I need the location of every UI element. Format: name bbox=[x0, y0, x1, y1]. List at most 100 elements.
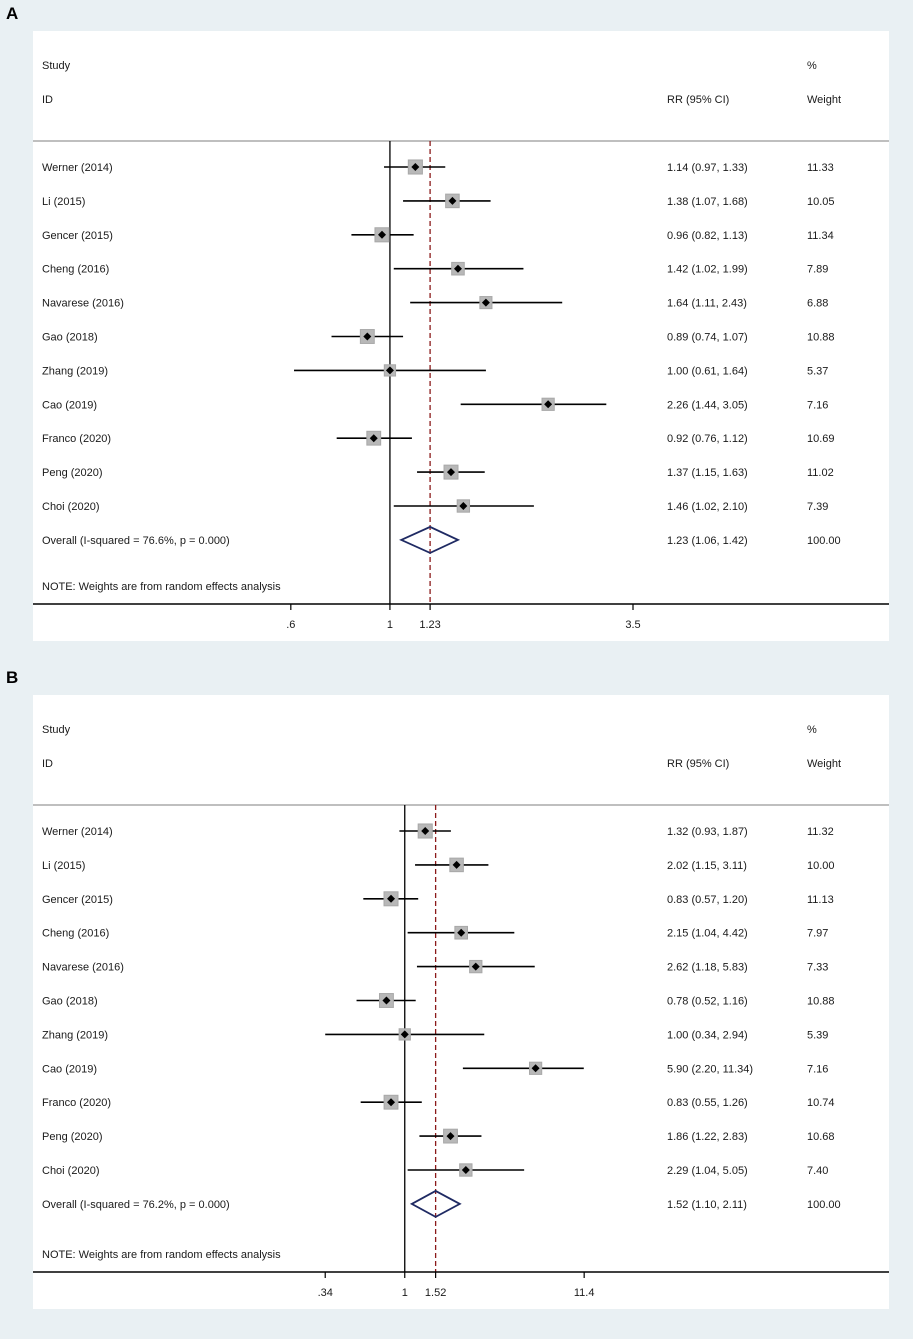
study-weight-text: 5.37 bbox=[807, 365, 828, 377]
study-ci-text: 1.32 (0.93, 1.87) bbox=[667, 826, 748, 838]
study-label: Li (2015) bbox=[42, 860, 85, 872]
overall-ci-text: 1.23 (1.06, 1.42) bbox=[667, 535, 748, 547]
header-weight: Weight bbox=[807, 758, 841, 770]
study-point-estimate bbox=[411, 163, 420, 171]
overall-label: Overall (I-squared = 76.6%, p = 0.000) bbox=[42, 535, 230, 547]
study-ci-text: 5.90 (2.20, 11.34) bbox=[667, 1063, 753, 1075]
study-ci-text: 1.64 (1.11, 2.43) bbox=[667, 298, 747, 310]
study-label: Franco (2020) bbox=[42, 1097, 111, 1109]
study-ci-text: 2.62 (1.18, 5.83) bbox=[667, 962, 748, 974]
study-label: Cao (2019) bbox=[42, 1063, 97, 1075]
study-ci-text: 2.29 (1.04, 5.05) bbox=[667, 1165, 748, 1177]
x-tick-label: .6 bbox=[286, 619, 295, 631]
study-ci-text: 1.38 (1.07, 1.68) bbox=[667, 196, 748, 208]
study-label: Franco (2020) bbox=[42, 433, 111, 445]
study-ci-text: 1.86 (1.22, 2.83) bbox=[667, 1131, 748, 1143]
study-weight-text: 7.16 bbox=[807, 399, 828, 411]
study-weight-text: 10.00 bbox=[807, 860, 835, 872]
study-label: Cao (2019) bbox=[42, 399, 97, 411]
forest-svg: Study ID RR (95% CI)% Weight Werner (2014) 1.… bbox=[33, 724, 889, 1299]
study-point-estimate bbox=[385, 366, 394, 375]
study-point-estimate bbox=[446, 1132, 455, 1141]
study-weight-text: 10.68 bbox=[807, 1131, 835, 1143]
overall-weight-text: 100.00 bbox=[807, 535, 841, 547]
study-point-estimate bbox=[447, 468, 456, 477]
study-point-estimate bbox=[400, 1030, 409, 1039]
study-weight-text: 11.32 bbox=[807, 826, 834, 838]
study-weight-text: 10.74 bbox=[807, 1097, 835, 1109]
note-text: NOTE: Weights are from random effects an… bbox=[42, 581, 281, 593]
study-point-estimate bbox=[459, 502, 468, 510]
study-ci-text: 2.02 (1.15, 3.11) bbox=[667, 860, 747, 872]
study-ci-text: 0.96 (0.82, 1.13) bbox=[667, 230, 748, 242]
x-tick-label: 11.4 bbox=[574, 1287, 595, 1299]
study-label: Navarese (2016) bbox=[42, 298, 124, 310]
study-weight-text: 11.33 bbox=[807, 162, 834, 174]
study-ci-text: 2.26 (1.44, 3.05) bbox=[667, 399, 748, 411]
panel-label-b: B bbox=[6, 668, 19, 687]
x-tick-label: 1.23 bbox=[419, 619, 440, 631]
study-point-estimate bbox=[544, 400, 553, 409]
forest-svg: Study ID RR (95% CI)% Weight Werner (2014) 1.… bbox=[33, 60, 889, 631]
study-point-estimate bbox=[471, 962, 480, 971]
study-ci-text: 1.46 (1.02, 2.10) bbox=[667, 501, 748, 513]
study-label: Zhang (2019) bbox=[42, 1029, 108, 1041]
study-point-estimate bbox=[421, 827, 430, 835]
study-label: Werner (2014) bbox=[42, 162, 113, 174]
header-id: ID bbox=[42, 94, 53, 106]
study-label: Gao (2018) bbox=[42, 332, 98, 344]
study-point-estimate bbox=[387, 894, 396, 903]
study-point-estimate bbox=[452, 860, 461, 869]
overall-diamond bbox=[409, 1189, 462, 1218]
study-point-estimate bbox=[531, 1064, 540, 1073]
study-ci-text: 0.83 (0.55, 1.26) bbox=[667, 1097, 748, 1109]
study-weight-text: 11.34 bbox=[807, 230, 834, 242]
overall-label: Overall (I-squared = 76.2%, p = 0.000) bbox=[42, 1199, 230, 1211]
study-ci-text: 0.89 (0.74, 1.07) bbox=[667, 332, 748, 344]
study-weight-text: 10.69 bbox=[807, 433, 835, 445]
study-label: Gencer (2015) bbox=[42, 894, 113, 906]
study-point-estimate bbox=[461, 1166, 470, 1174]
study-point-estimate bbox=[448, 196, 457, 205]
study-label: Werner (2014) bbox=[42, 826, 113, 838]
study-point-estimate bbox=[453, 264, 462, 273]
study-label: Choi (2020) bbox=[42, 1165, 99, 1177]
study-label: Gao (2018) bbox=[42, 996, 98, 1008]
study-weight-text: 7.16 bbox=[807, 1063, 828, 1075]
study-point-estimate bbox=[457, 928, 466, 937]
study-weight-text: 11.13 bbox=[807, 894, 834, 906]
study-ci-text: 1.42 (1.02, 1.99) bbox=[667, 264, 748, 276]
header-effect: RR (95% CI) bbox=[667, 94, 729, 106]
study-ci-text: 0.92 (0.76, 1.12) bbox=[667, 433, 748, 445]
forest-plot-a: Study ID RR (95% CI)% Weight Werner (2014) 1.… bbox=[33, 31, 889, 641]
study-point-estimate bbox=[363, 332, 372, 341]
study-label: Choi (2020) bbox=[42, 501, 99, 513]
x-tick-label: 1 bbox=[402, 1287, 408, 1299]
x-tick-label: .34 bbox=[318, 1287, 333, 1299]
study-ci-text: 1.00 (0.61, 1.64) bbox=[667, 365, 748, 377]
header-percent: % bbox=[807, 60, 817, 72]
x-tick-label: 1.52 bbox=[425, 1287, 446, 1299]
study-ci-text: 1.00 (0.34, 2.94) bbox=[667, 1029, 748, 1041]
study-weight-text: 10.05 bbox=[807, 196, 835, 208]
panel-label-a: A bbox=[6, 4, 19, 23]
study-weight-text: 7.97 bbox=[807, 928, 828, 940]
forest-plot-b: Study ID RR (95% CI)% Weight Werner (2014) 1.… bbox=[33, 695, 889, 1309]
study-ci-text: 1.37 (1.15, 1.63) bbox=[667, 467, 748, 479]
overall-ci-text: 1.52 (1.10, 2.11) bbox=[667, 1199, 747, 1211]
study-point-estimate bbox=[387, 1098, 396, 1107]
study-point-estimate bbox=[369, 434, 378, 443]
study-weight-text: 7.33 bbox=[807, 962, 828, 974]
study-weight-text: 6.88 bbox=[807, 298, 828, 310]
study-label: Cheng (2016) bbox=[42, 928, 109, 940]
study-weight-text: 7.40 bbox=[807, 1165, 828, 1177]
study-point-estimate bbox=[382, 996, 391, 1005]
study-label: Peng (2020) bbox=[42, 467, 103, 479]
study-label: Gencer (2015) bbox=[42, 230, 113, 242]
study-ci-text: 2.15 (1.04, 4.42) bbox=[667, 928, 748, 940]
overall-diamond bbox=[399, 525, 461, 554]
header-effect: RR (95% CI) bbox=[667, 758, 729, 770]
study-label: Li (2015) bbox=[42, 196, 85, 208]
header-study: Study bbox=[42, 60, 71, 72]
study-label: Cheng (2016) bbox=[42, 264, 109, 276]
